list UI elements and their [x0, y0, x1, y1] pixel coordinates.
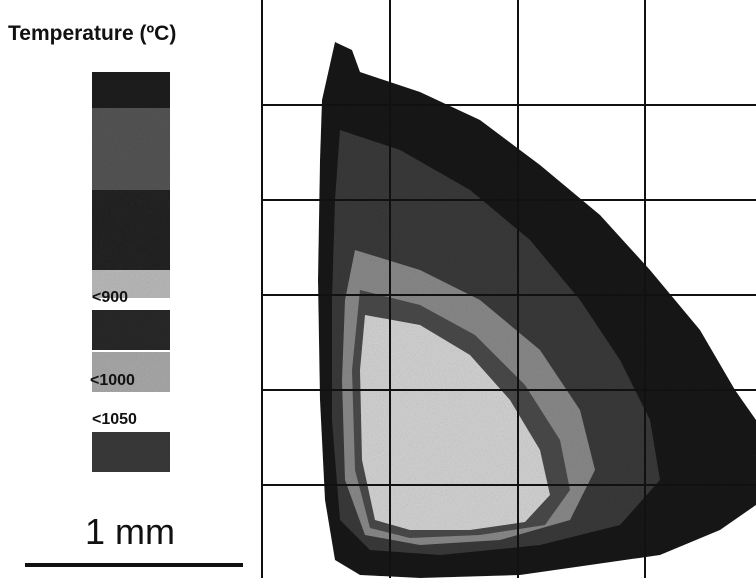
inner-zone: [360, 315, 550, 530]
swatch: [92, 270, 170, 298]
swatch: [92, 432, 170, 472]
swatch: [92, 72, 170, 108]
legend-swatches: [92, 72, 170, 472]
swatch: [92, 310, 170, 350]
swatch: [92, 190, 170, 270]
scale-bar-label: 1 mm: [85, 511, 175, 552]
legend-title: Temperature (ºC): [8, 22, 176, 45]
legend-label: <1000: [90, 372, 135, 389]
legend-label: <900: [92, 289, 128, 306]
swatch: [92, 352, 170, 392]
temperature-map: [318, 42, 756, 578]
grid: [261, 0, 756, 578]
legend-label: <1050: [92, 411, 137, 428]
swatch: [92, 108, 170, 190]
